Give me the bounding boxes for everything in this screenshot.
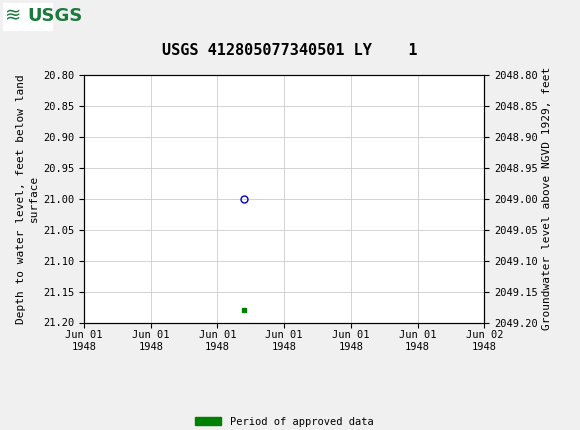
Legend: Period of approved data: Period of approved data — [191, 413, 378, 430]
Bar — [3, 3, 52, 30]
Text: USGS 412805077340501 LY    1: USGS 412805077340501 LY 1 — [162, 43, 418, 58]
Text: ≋: ≋ — [5, 6, 21, 26]
Text: USGS: USGS — [28, 7, 83, 25]
Y-axis label: Depth to water level, feet below land
surface: Depth to water level, feet below land su… — [16, 74, 39, 324]
Y-axis label: Groundwater level above NGVD 1929, feet: Groundwater level above NGVD 1929, feet — [542, 67, 552, 331]
